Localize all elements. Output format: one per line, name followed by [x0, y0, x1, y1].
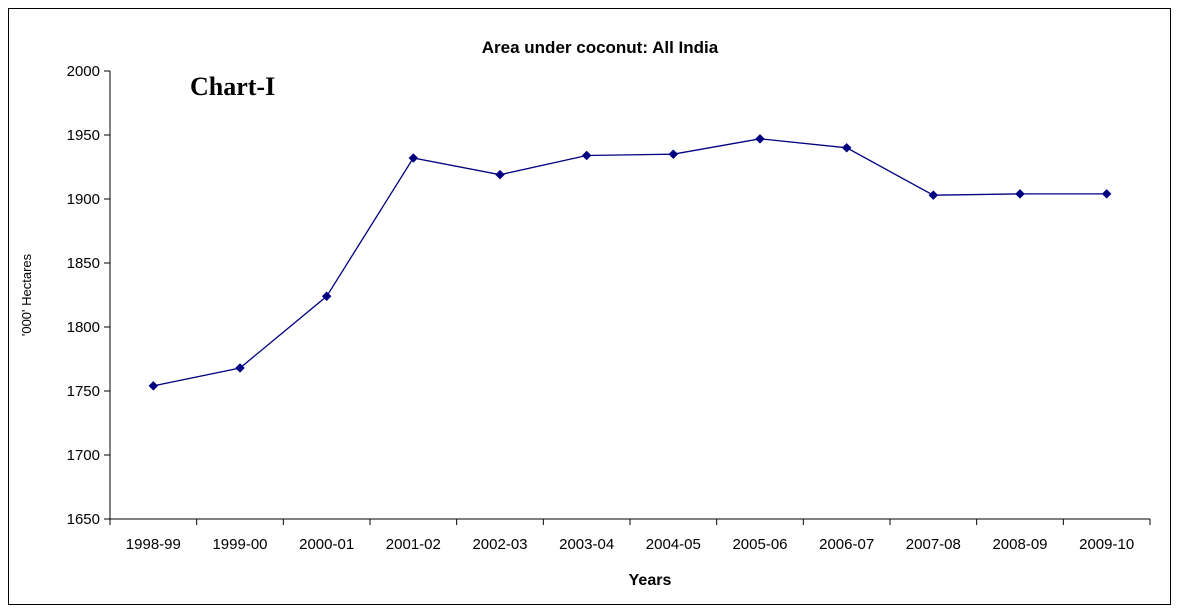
- data-point: [668, 149, 679, 160]
- data-point: [495, 169, 505, 180]
- data-point: [1101, 189, 1112, 199]
- chart-title: Area under coconut: All India: [482, 38, 719, 57]
- y-tick-label: 1900: [67, 191, 100, 208]
- y-axis-label: '000' Hectares: [19, 253, 34, 336]
- y-tick-label: 1700: [67, 447, 100, 464]
- x-tick-label: 2000-01: [299, 536, 354, 553]
- x-tick-label: 2004-05: [646, 536, 701, 553]
- data-point: [928, 190, 939, 201]
- series: [148, 133, 1112, 391]
- y-tick-label: 1750: [67, 383, 100, 400]
- y-tick-label: 1950: [67, 127, 100, 144]
- y-tick-label: 1850: [67, 255, 100, 272]
- x-tick-label: 2005-06: [732, 536, 787, 553]
- data-point: [841, 142, 852, 153]
- x-tick-label: 2007-08: [906, 536, 961, 553]
- chart-annotation: Chart-I: [190, 72, 275, 101]
- x-axis-label: Years: [629, 572, 672, 589]
- data-point: [235, 363, 245, 373]
- data-point: [755, 133, 765, 144]
- x-tick-label: 2003-04: [559, 536, 614, 553]
- data-point: [148, 381, 159, 391]
- series-line: [153, 138, 1107, 387]
- y-tick-label: 1800: [67, 319, 100, 336]
- data-point: [321, 291, 332, 302]
- data-point: [1015, 189, 1025, 199]
- y-tick-label: 2000: [67, 63, 100, 80]
- y-tick-label: 1650: [67, 511, 100, 528]
- x-tick-label: 2001-02: [386, 536, 441, 553]
- x-ticks: 1998-99 1999-00 2000-01 2001-02 2002-03 2003-…: [109, 519, 1151, 553]
- x-tick-label: 2002-03: [472, 536, 527, 553]
- chart-border: [8, 8, 1171, 605]
- data-point: [581, 150, 592, 161]
- x-tick-label: 1998-99: [126, 536, 181, 553]
- data-point: [408, 153, 419, 163]
- x-tick-label: 2009-10: [1079, 536, 1134, 553]
- x-tick-label: 1999-00: [212, 536, 267, 553]
- y-ticks: 1650 1700 1750 1800 1850 1900 1950 2000: [67, 63, 110, 528]
- x-tick-label: 2006-07: [819, 536, 874, 553]
- x-tick-label: 2008-09: [992, 536, 1047, 553]
